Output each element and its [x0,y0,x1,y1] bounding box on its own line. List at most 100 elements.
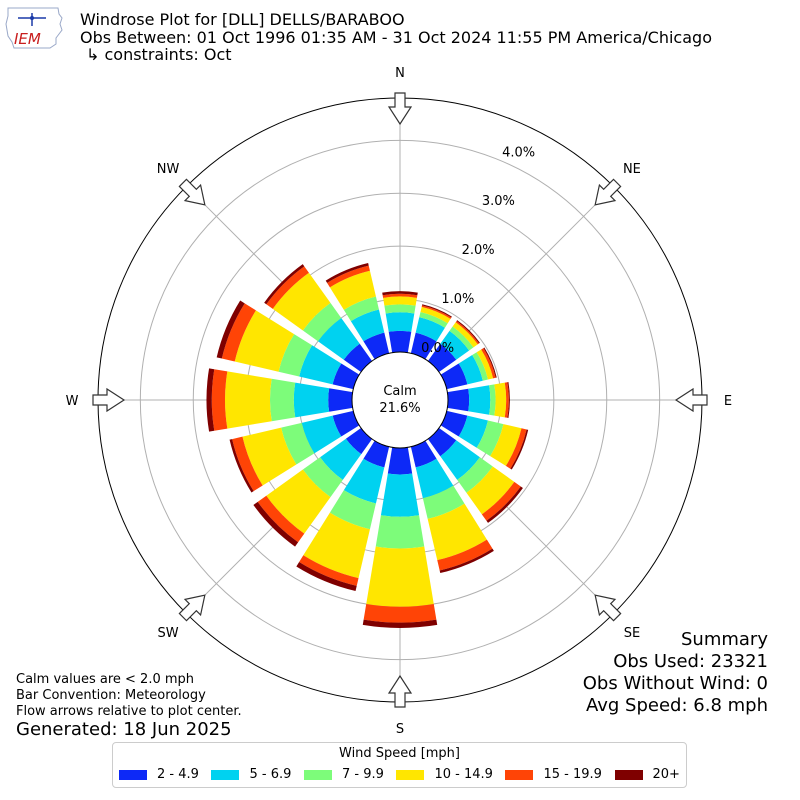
bar-segment [481,481,521,521]
calm-value: 21.6% [379,401,420,416]
calm-circle [351,351,449,449]
legend-swatch [505,769,534,780]
obs-period: Obs Between: 01 Oct 1996 01:35 AM - 31 O… [80,28,712,47]
flow-arrow-icon [387,674,413,708]
chart-title: Windrose Plot for [DLL] DELLS/BARABOO [80,10,405,29]
bar-segment [457,457,493,493]
bar-segment [229,439,254,493]
legend-swatch [303,769,332,780]
bar-segment [320,438,362,480]
bar-segment [363,440,390,468]
bar-ene [440,347,497,390]
bar-segment [472,352,488,381]
legend-label: 5 - 6.9 [249,767,292,782]
bar-segment [327,265,370,288]
legend-item: 15 - 19.9 [505,767,602,782]
bar-segment [437,539,493,571]
bar-segment [350,309,385,342]
bar-segment [458,355,483,385]
bar-segment [452,322,478,348]
bar-segment [363,332,390,360]
bar-segment [385,312,415,332]
bar-sse [410,440,494,574]
legend-label: 10 - 14.9 [434,767,493,782]
bar-segment [447,388,470,412]
bar-segment [325,263,369,283]
compass-label: S [396,722,404,737]
compass-label: NW [157,162,180,177]
bar-segment [264,264,305,305]
note-flow: Flow arrows relative to plot center. [16,704,242,719]
bar-segment [489,384,496,416]
bar-segment [388,330,412,353]
iem-logo: IEM [2,4,66,52]
bar-s [362,447,438,628]
legend-item: 10 - 14.9 [396,767,493,782]
iowa-state-outline-icon: IEM [5,7,63,49]
bar-segment [415,458,454,499]
compass-label: E [724,394,732,409]
bar-segment [382,291,418,296]
constraints-text: ↳ constraints: Oct [86,45,232,64]
legend-label: 2 - 4.9 [157,767,199,782]
flow-arrow-icon [594,594,622,622]
bar-segment [415,317,445,342]
bar-nw [264,264,373,373]
bar-nnw [325,263,390,360]
bar-segment [216,300,245,359]
bar-w [206,368,353,432]
bar-segment [366,546,434,607]
summary-avg-speed: Avg Speed: 6.8 mph [586,695,768,716]
generated-date: Generated: 18 Jun 2025 [16,719,232,740]
legend-item: 2 - 4.9 [119,767,199,782]
bar-segment [490,424,522,466]
flow-arrow-icon [674,387,708,413]
bar-segment [410,440,437,468]
bar-segment [510,429,529,470]
legend-swatch [211,769,240,780]
bar-segment [221,303,256,362]
note-calm: Calm values are < 2.0 mph [16,672,195,687]
flow-arrow-icon [92,387,126,413]
bar-segment [206,368,215,432]
bar-segment [476,349,494,380]
bar-segment [242,427,297,486]
bar-n [382,291,418,353]
bar-wnw [216,300,360,390]
bar-segment [362,619,438,628]
bar-segment [440,363,468,390]
bar-segment [440,330,470,360]
bar-segment [299,555,359,586]
bar-segment [440,410,468,437]
bar-segment [232,436,263,492]
compass-label: SE [624,626,640,641]
bar-segment [302,302,342,342]
bar-segment [299,345,342,385]
bar-nne [410,304,452,360]
bar-segment [505,428,527,469]
bar-segment [303,512,370,579]
bar-segment [211,369,228,431]
bar-segment [449,326,474,351]
legend-label: 15 - 19.9 [543,767,602,782]
bar-segment [483,347,497,378]
bar-segment [427,503,487,561]
bar-segment [343,343,373,373]
legend-title: Wind Speed [mph] [339,746,460,761]
flow-arrow-icon [178,178,206,206]
bar-segment [440,440,480,480]
radial-tick-label: 2.0% [462,243,495,258]
bar-segment [494,382,507,418]
speed-legend: Wind Speed [mph] 2 - 4.9 5 - 6.9 7 - 9.9 10… [112,742,687,788]
bar-segment [225,371,272,429]
bar-sw [253,427,373,547]
bar-segment [278,334,313,377]
bar-segment [253,501,299,547]
bar-segment [301,415,342,454]
bar-segment [476,420,504,457]
bar-segment [234,310,295,372]
compass-label: W [66,394,79,409]
radial-tick-label: 0.0% [421,341,454,356]
bar-segment [468,385,491,415]
